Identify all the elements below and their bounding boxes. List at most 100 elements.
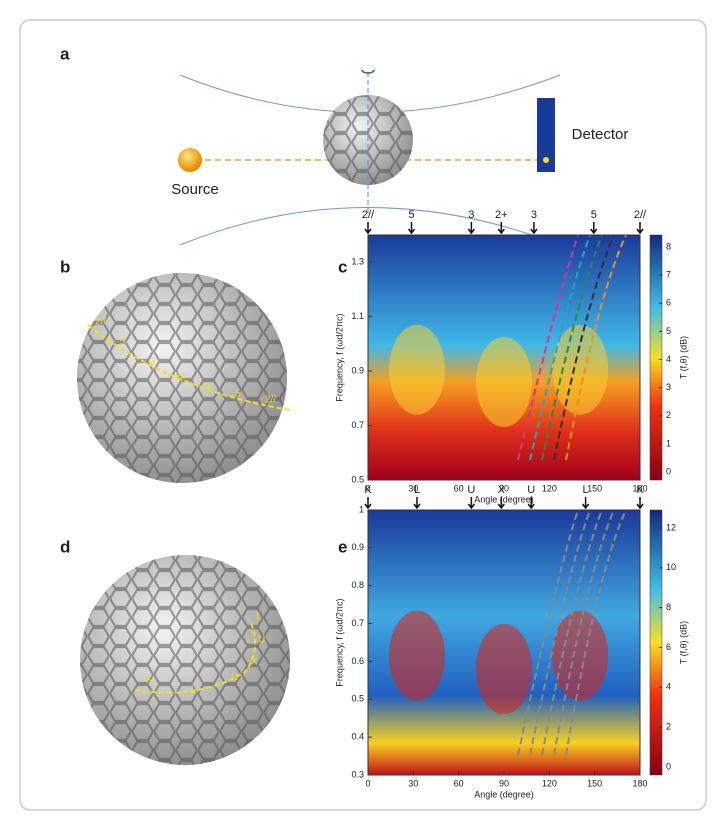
path-label: 2// bbox=[265, 395, 276, 406]
top-arrow bbox=[414, 497, 420, 508]
colorbar-label: T (f,θ) (dB) bbox=[678, 621, 688, 664]
path-label: 5 bbox=[120, 337, 126, 348]
top-label: L bbox=[414, 484, 420, 496]
top-arrow bbox=[591, 222, 597, 233]
y-tick-label: 1.3 bbox=[351, 256, 364, 266]
x-tick-label: 120 bbox=[542, 483, 557, 493]
y-tick-label: 0.7 bbox=[351, 618, 364, 628]
colorbar-tick-label: 12 bbox=[666, 522, 676, 532]
colorbar-tick-label: 6 bbox=[666, 298, 671, 308]
y-tick-label: 0.4 bbox=[351, 732, 364, 742]
colorbar-tick-label: 7 bbox=[666, 270, 671, 280]
top-label: U bbox=[467, 484, 475, 496]
panel-label: e bbox=[338, 537, 347, 556]
x-axis-label: Angle (degree) bbox=[474, 789, 534, 799]
top-label: K bbox=[636, 484, 644, 496]
colorbar bbox=[650, 235, 662, 480]
panel-label: d bbox=[60, 537, 70, 556]
y-tick-label: 0.9 bbox=[351, 542, 364, 552]
path-label: 3 bbox=[150, 357, 156, 368]
path-label: L bbox=[256, 612, 262, 623]
path-label: U bbox=[258, 635, 265, 646]
x-tick-label: 0 bbox=[365, 778, 370, 788]
top-arrow bbox=[637, 497, 643, 508]
top-arrow bbox=[365, 497, 371, 508]
figure: a Source Detector b d c e 2// 5 3 2+ 3 5 2// K L… bbox=[0, 0, 726, 830]
panel-label: b bbox=[60, 257, 70, 276]
colorbar bbox=[650, 510, 662, 775]
path-label: U bbox=[231, 673, 238, 684]
colorbar-tick-label: 4 bbox=[666, 354, 671, 364]
top-label: 5 bbox=[591, 209, 597, 221]
y-tick-label: 0.8 bbox=[351, 580, 364, 590]
path-label: K bbox=[146, 675, 153, 686]
colorbar-tick-label: 1 bbox=[666, 438, 671, 448]
x-tick-label: 90 bbox=[499, 778, 509, 788]
top-arrow bbox=[583, 497, 589, 508]
x-tick-label: 150 bbox=[587, 483, 602, 493]
sphere bbox=[80, 555, 290, 765]
colorbar-label: T (f,θ) (dB) bbox=[678, 336, 688, 379]
top-label: K bbox=[364, 484, 372, 496]
top-arrow bbox=[468, 222, 474, 233]
heatmap-blob bbox=[389, 611, 445, 701]
colorbar-tick-label: 8 bbox=[666, 241, 671, 251]
top-label: 2// bbox=[634, 209, 647, 221]
top-arrow bbox=[637, 222, 643, 233]
top-arrow bbox=[531, 222, 537, 233]
y-tick-label: 1 bbox=[359, 504, 364, 514]
top-label: U bbox=[527, 484, 535, 496]
top-label: 2// bbox=[362, 209, 375, 221]
x-tick-label: 60 bbox=[454, 778, 464, 788]
y-tick-label: 0.7 bbox=[351, 420, 364, 430]
y-tick-label: 0.5 bbox=[351, 694, 364, 704]
colorbar-tick-label: 8 bbox=[666, 602, 671, 612]
y-axis-label: Frequency, f (ωd/2πc) bbox=[334, 313, 344, 401]
colorbar-tick-label: 3 bbox=[666, 382, 671, 392]
y-axis-label: Frequency, f (ωd/2πc) bbox=[334, 598, 344, 686]
top-label: 3 bbox=[468, 209, 474, 221]
path-label: L bbox=[191, 685, 197, 696]
top-arrow bbox=[498, 222, 504, 233]
top-arrow bbox=[365, 222, 371, 233]
panel-label: c bbox=[338, 257, 347, 276]
path-label: X bbox=[251, 657, 258, 668]
x-tick-label: 120 bbox=[542, 778, 557, 788]
y-tick-label: 0.5 bbox=[351, 474, 364, 484]
top-arrow bbox=[409, 222, 415, 233]
rotation-arrow bbox=[362, 70, 374, 73]
x-tick-label: 30 bbox=[408, 778, 418, 788]
colorbar-tick-label: 0 bbox=[666, 761, 671, 771]
y-tick-label: 0.3 bbox=[351, 769, 364, 779]
colorbar-tick-label: 5 bbox=[666, 326, 671, 336]
colorbar-tick-label: 10 bbox=[666, 562, 676, 572]
y-tick-label: 1.1 bbox=[351, 311, 364, 321]
path-label: 3 bbox=[205, 382, 211, 393]
path-label: 2// bbox=[95, 317, 106, 328]
y-tick-label: 0.9 bbox=[351, 365, 364, 375]
source-label: Source bbox=[171, 181, 219, 198]
source bbox=[178, 148, 202, 172]
x-tick-label: 180 bbox=[632, 778, 647, 788]
top-label: 2+ bbox=[495, 209, 508, 221]
y-tick-label: 0.6 bbox=[351, 656, 364, 666]
colorbar-tick-label: 2 bbox=[666, 410, 671, 420]
colorbar-tick-label: 0 bbox=[666, 466, 671, 476]
colorbar-tick-label: 4 bbox=[666, 682, 671, 692]
path-label: 5 bbox=[235, 389, 241, 400]
x-tick-label: 60 bbox=[454, 483, 464, 493]
top-label: L bbox=[583, 484, 589, 496]
detector-label: Detector bbox=[572, 126, 629, 143]
top-label: X bbox=[498, 484, 506, 496]
colorbar-tick-label: 2 bbox=[666, 722, 671, 732]
path-label: 2+ bbox=[175, 372, 187, 383]
heatmap-blob bbox=[476, 337, 532, 427]
panel-label: a bbox=[60, 44, 70, 63]
top-label: 5 bbox=[408, 209, 414, 221]
top-label: 3 bbox=[531, 209, 537, 221]
detector-spot bbox=[543, 157, 549, 163]
heatmap-blob bbox=[476, 624, 532, 714]
heatmap-blob bbox=[389, 325, 445, 415]
x-tick-label: 150 bbox=[587, 778, 602, 788]
colorbar-tick-label: 6 bbox=[666, 642, 671, 652]
